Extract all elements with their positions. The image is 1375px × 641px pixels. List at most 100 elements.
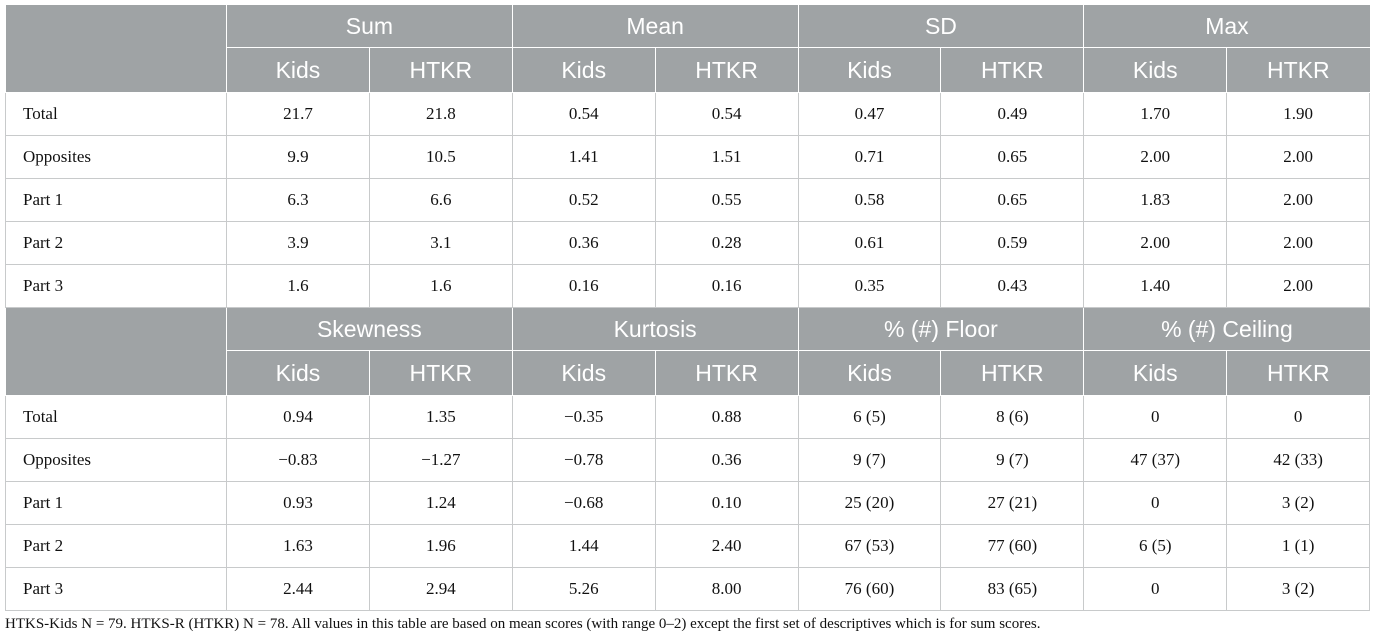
table-row: Part 2 1.63 1.96 1.44 2.40 67 (53) 77 (60) 6 (5… [5,524,1371,568]
table-cell: 2.00 [1083,221,1228,265]
table-row: Part 3 2.44 2.94 5.26 8.00 76 (60) 83 (65) 0 3 (… [5,567,1371,611]
table2-subheader: Kids [1083,350,1228,396]
table-cell: 2.00 [1226,221,1371,265]
table-cell: 1.63 [226,524,370,568]
table-cell: 1.41 [512,135,656,179]
table1-group-header-row: Sum Mean SD Max [5,5,1370,48]
table-cell: 0 [1083,481,1228,525]
row-label: Total [5,395,227,439]
table-row: Part 2 3.9 3.1 0.36 0.28 0.61 0.59 2.00 2.00 [5,221,1371,265]
table-cell: 1.51 [655,135,799,179]
table1-subheader: HTKR [1226,47,1370,93]
table-cell: 0 [1083,395,1228,439]
table-row: Part 1 0.93 1.24 −0.68 0.10 25 (20) 27 (21) 0 3 … [5,481,1371,525]
table1-subheader: HTKR [940,47,1085,93]
table2-subheader: HTKR [1226,350,1370,396]
table-cell: 2.00 [1226,264,1371,308]
table-cell: 6.6 [369,178,513,222]
table-cell: 27 (21) [940,481,1085,525]
table1-subheader: HTKR [369,47,513,93]
table-cell: 3.1 [369,221,513,265]
table-cell: 0.65 [940,135,1085,179]
table2-row-label-header [5,350,227,396]
table1-group-header: Mean [512,5,799,48]
table-cell: 8.00 [655,567,799,611]
table-cell: 67 (53) [798,524,942,568]
table-cell: 0 [1083,567,1228,611]
table1-group-header: SD [798,5,1085,48]
table-cell: 0.71 [798,135,942,179]
table-cell: 25 (20) [798,481,942,525]
table-cell: −0.83 [226,438,370,482]
table-cell: 0.10 [655,481,799,525]
row-label: Part 3 [5,264,227,308]
table-cell: 0.47 [798,92,942,136]
table-cell: 1.44 [512,524,656,568]
table-cell: 0.58 [798,178,942,222]
table-cell: 0.16 [655,264,799,308]
table-cell: −0.35 [512,395,656,439]
table-cell: 0.16 [512,264,656,308]
table1-group-header: Sum [226,5,513,48]
row-label: Part 1 [5,481,227,525]
table-row: Opposites 9.9 10.5 1.41 1.51 0.71 0.65 2.00 2.00 [5,135,1371,179]
table2-corner-cell [5,308,227,351]
table-cell: 2.00 [1083,135,1228,179]
table-cell: 0.52 [512,178,656,222]
table-cell: 0.54 [512,92,656,136]
row-label: Opposites [5,438,227,482]
table1-corner-cell [5,5,227,48]
table-cell: 0.93 [226,481,370,525]
row-label: Part 3 [5,567,227,611]
table-row: Total 0.94 1.35 −0.35 0.88 6 (5) 8 (6) 0 0 [5,395,1371,439]
table-cell: 47 (37) [1083,438,1228,482]
table1-subheader-row: Kids HTKR Kids HTKR Kids HTKR Kids HTKR [5,47,1370,93]
table-cell: 0.36 [655,438,799,482]
table-cell: 21.7 [226,92,370,136]
table2-subheader: Kids [512,350,656,396]
table-cell: 9 (7) [940,438,1085,482]
row-label: Opposites [5,135,227,179]
table-cell: 1.35 [369,395,513,439]
table-cell: 0.36 [512,221,656,265]
table-cell: 5.26 [512,567,656,611]
table-cell: 83 (65) [940,567,1085,611]
table2-group-header: Kurtosis [512,308,799,351]
table-cell: 2.40 [655,524,799,568]
table-cell: 0.65 [940,178,1085,222]
table2-group-header: % (#) Floor [798,308,1085,351]
table-cell: 8 (6) [940,395,1085,439]
table-cell: 77 (60) [940,524,1085,568]
table-cell: 9 (7) [798,438,942,482]
table-cell: 21.8 [369,92,513,136]
table-cell: 0 [1226,395,1371,439]
table-cell: 3 (2) [1226,567,1371,611]
table1-subheader: Kids [226,47,370,93]
table-cell: 6 (5) [1083,524,1228,568]
table-cell: 2.00 [1226,178,1371,222]
table-cell: 0.94 [226,395,370,439]
table-cell: 0.43 [940,264,1085,308]
table1-group-header: Max [1083,5,1370,48]
table-cell: 10.5 [369,135,513,179]
table-cell: 0.28 [655,221,799,265]
table-row: Opposites −0.83 −1.27 −0.78 0.36 9 (7) 9 (7) 47… [5,438,1371,482]
table-cell: 2.94 [369,567,513,611]
table-cell: 42 (33) [1226,438,1371,482]
table-cell: 1.40 [1083,264,1228,308]
table-cell: 1.83 [1083,178,1228,222]
table-cell: 1.70 [1083,92,1228,136]
table-cell: 1.6 [369,264,513,308]
table1-subheader: Kids [1083,47,1228,93]
table-cell: 2.44 [226,567,370,611]
table-cell: 0.61 [798,221,942,265]
table-cell: 2.00 [1226,135,1371,179]
table-cell: 1.90 [1226,92,1371,136]
table-cell: 76 (60) [798,567,942,611]
table-cell: 9.9 [226,135,370,179]
row-label: Part 2 [5,221,227,265]
table-cell: 3.9 [226,221,370,265]
table1-subheader: HTKR [655,47,799,93]
table-cell: 1.24 [369,481,513,525]
table-cell: 0.35 [798,264,942,308]
